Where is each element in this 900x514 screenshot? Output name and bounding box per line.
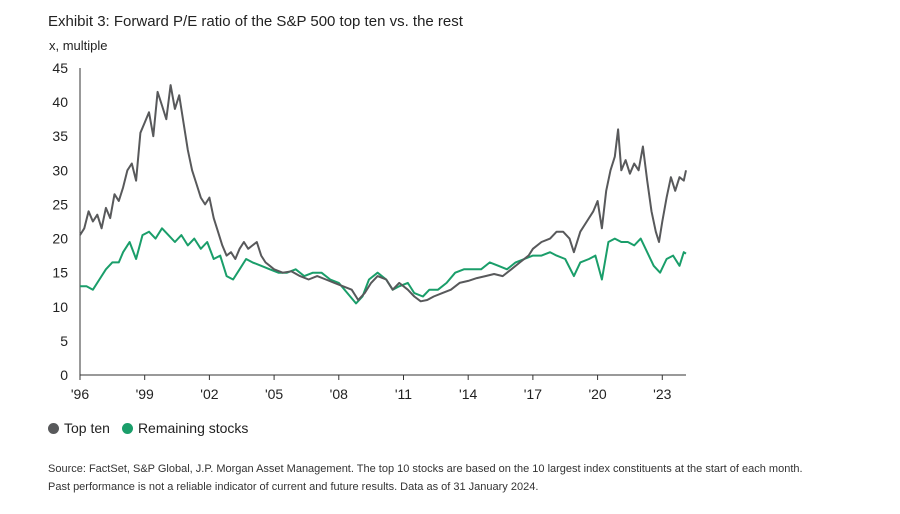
x-tick-label-2: '02	[200, 386, 218, 402]
legend-label-remaining-stocks: Remaining stocks	[137, 420, 249, 436]
legend: Top ten Remaining stocks	[48, 420, 248, 436]
x-tick-label-4: '08	[330, 386, 348, 402]
source-footnote: Source: FactSet, S&P Global, J.P. Morgan…	[48, 460, 898, 496]
chart-series	[79, 84, 687, 305]
y-tick-label-9: 45	[52, 60, 68, 76]
y-tick-label-5: 25	[52, 196, 68, 212]
x-tick-label-7: '17	[524, 386, 542, 402]
chart-axes: 0 5 10 15 20 25 30 35 40 45 '96 '99 '02 '05 '08 '11 '14 '…	[52, 60, 686, 402]
series-line-top-ten	[79, 84, 687, 303]
x-tick-label-6: '14	[459, 386, 477, 402]
y-tick-label-3: 15	[52, 265, 68, 281]
legend-marker-top-ten	[48, 422, 59, 434]
chart-title: Exhibit 3: Forward P/E ratio of the S&P …	[48, 13, 463, 30]
y-unit-label: x, multiple	[49, 38, 108, 53]
legend-marker-remaining-stocks	[121, 422, 133, 434]
x-tick-label-8: '20	[588, 386, 606, 402]
x-tick-label-0: '96	[71, 386, 89, 402]
y-tick-label-6: 30	[52, 162, 68, 178]
x-tick-label-9: '23	[653, 386, 671, 402]
y-tick-label-8: 40	[52, 94, 68, 110]
legend-item-top-ten: Top ten	[48, 420, 110, 436]
x-tick-label-3: '05	[265, 386, 283, 402]
y-tick-label-0: 0	[60, 367, 68, 383]
y-tick-label-1: 5	[60, 333, 68, 349]
footnote-line-1: Source: FactSet, S&P Global, J.P. Morgan…	[48, 463, 803, 475]
legend-item-remaining-stocks: Remaining stocks	[121, 420, 249, 436]
series-line-remaining-stocks	[80, 227, 687, 305]
x-tick-label-1: '99	[136, 386, 154, 402]
footnote-line-2: Past performance is not a reliable indic…	[48, 481, 539, 493]
y-tick-label-7: 35	[52, 128, 68, 144]
legend-label-top-ten: Top ten	[64, 420, 110, 436]
x-tick-label-5: '11	[395, 386, 412, 402]
y-tick-label-2: 10	[52, 299, 68, 315]
y-tick-label-4: 20	[52, 231, 68, 247]
